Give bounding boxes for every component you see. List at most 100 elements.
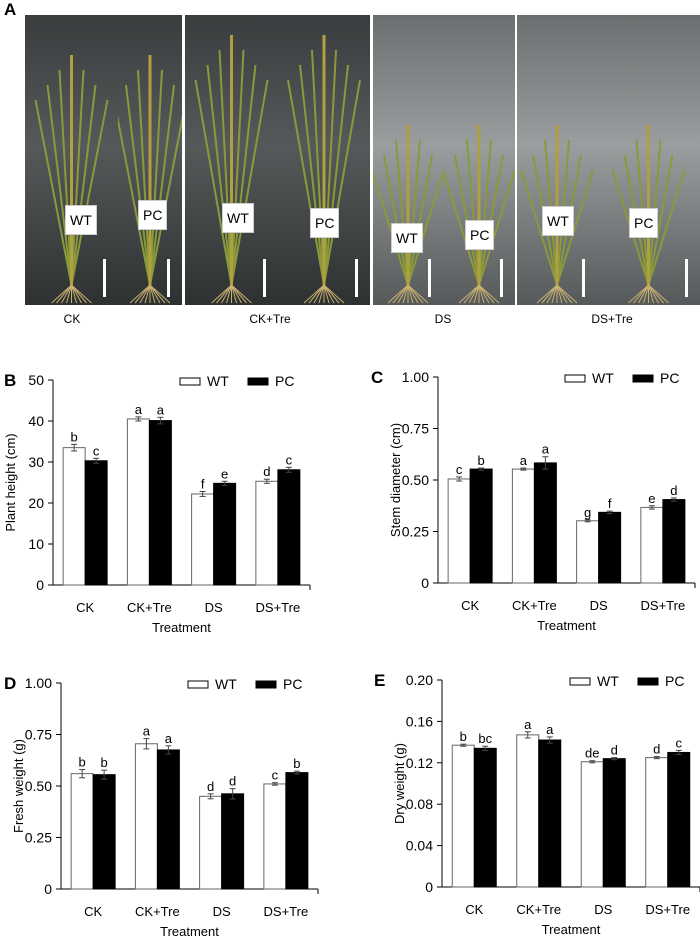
panel-letter: C: [371, 368, 383, 387]
significance-letter: d: [207, 779, 214, 794]
x-tick-label: DS+Tre: [645, 902, 690, 917]
x-axis-label: Treatment: [542, 922, 601, 937]
y-axis-label: Fresh weight (g): [11, 739, 26, 833]
bar-pc: [538, 739, 562, 888]
y-tick-label: 0: [421, 575, 429, 591]
y-tick-label: 20: [28, 495, 44, 511]
genotype-tag: PC: [465, 220, 495, 250]
significance-letter: a: [524, 717, 532, 732]
x-tick-label: DS: [213, 904, 231, 919]
y-tick-label: 0.16: [406, 713, 433, 729]
significance-letter: c: [676, 735, 683, 750]
y-tick-label: 0: [44, 881, 52, 897]
legend-swatch-wt: [179, 377, 201, 386]
significance-letter: d: [653, 742, 660, 757]
panel-letter: D: [4, 674, 16, 693]
legend-label: PC: [665, 673, 684, 689]
significance-letter: b: [478, 453, 485, 468]
plant-drawing: [194, 35, 269, 304]
legend-label: PC: [660, 370, 679, 386]
x-tick-label: DS+Tre: [264, 904, 309, 919]
significance-letter: de: [585, 746, 599, 761]
x-tick-label: CK+Tre: [516, 902, 561, 917]
x-tick-label: CK: [84, 904, 102, 919]
significance-letter: a: [165, 731, 173, 746]
bar-pc: [473, 747, 497, 888]
plant-photo: [278, 15, 370, 305]
plant-drawing: [118, 55, 182, 304]
legend-swatch-pc: [632, 374, 654, 383]
genotype-tag: PC: [138, 200, 168, 230]
y-axis-label: Dry weight (g): [392, 743, 407, 824]
legend-swatch-wt: [569, 677, 591, 686]
legend-label: PC: [275, 373, 294, 389]
significance-letter: f: [201, 477, 205, 492]
x-axis-label: Treatment: [152, 620, 211, 635]
scale-bar: [355, 259, 358, 297]
significance-letter: a: [542, 442, 550, 457]
plant-drawing: [287, 35, 361, 304]
significance-letter: d: [229, 774, 236, 789]
plant-photo: [118, 15, 182, 305]
scale-bar: [500, 259, 503, 297]
plant-photo: [185, 15, 278, 305]
significance-letter: e: [221, 466, 228, 481]
significance-letter: c: [456, 462, 463, 477]
y-tick-label: 1.00: [25, 675, 52, 691]
x-tick-label: DS+Tre: [256, 600, 301, 615]
x-tick-label: CK: [465, 902, 483, 917]
significance-letter: bc: [478, 731, 492, 746]
y-tick-label: 0.25: [402, 524, 429, 540]
legend-label: WT: [207, 373, 229, 389]
legend-swatch-wt: [187, 680, 209, 689]
significance-letter: a: [546, 722, 554, 737]
y-tick-label: 1.00: [402, 369, 429, 385]
y-tick-label: 0.12: [406, 755, 433, 771]
plant-photo: [25, 15, 118, 305]
significance-letter: d: [263, 464, 270, 479]
legend-swatch-wt: [564, 374, 586, 383]
bar-wt: [580, 761, 604, 888]
plant-drawing: [34, 55, 109, 304]
significance-letter: b: [71, 429, 78, 444]
significance-letter: b: [101, 755, 108, 770]
y-axis-label: Stem diameter (cm): [388, 423, 403, 537]
significance-letter: c: [93, 443, 100, 458]
bar-pc: [667, 751, 691, 888]
significance-letter: e: [648, 491, 655, 506]
legend-label: PC: [283, 676, 302, 692]
x-tick-label: DS: [205, 600, 223, 615]
panel-letter-a: A: [4, 0, 17, 19]
scale-bar: [582, 259, 585, 297]
x-tick-label: DS: [594, 902, 612, 917]
plant-drawing: [373, 125, 443, 304]
x-axis-label: Treatment: [160, 924, 219, 939]
bar-wt: [516, 734, 540, 888]
legend-label: WT: [597, 673, 619, 689]
significance-letter: a: [135, 402, 143, 417]
significance-letter: d: [611, 743, 618, 758]
genotype-tag: WT: [222, 203, 254, 233]
genotype-tag: WT: [542, 206, 574, 236]
y-tick-label: 0.50: [25, 778, 52, 794]
x-tick-label: CK+Tre: [127, 600, 172, 615]
scale-bar: [103, 259, 106, 297]
significance-letter: b: [460, 729, 467, 744]
x-tick-label: CK+Tre: [512, 598, 557, 613]
y-axis-label: Plant height (cm): [3, 433, 18, 531]
scale-bar: [685, 259, 688, 297]
genotype-tag: PC: [629, 208, 659, 238]
scale-bar: [428, 259, 431, 297]
plant-photo: [597, 15, 700, 305]
y-tick-label: 10: [28, 536, 44, 552]
y-tick-label: 50: [28, 372, 44, 388]
legend-swatch-pc: [255, 680, 277, 689]
x-tick-label: CK: [461, 598, 479, 613]
y-tick-label: 0: [36, 577, 44, 593]
significance-letter: a: [520, 453, 528, 468]
y-tick-label: 0.50: [402, 472, 429, 488]
bar-pc: [602, 758, 626, 888]
